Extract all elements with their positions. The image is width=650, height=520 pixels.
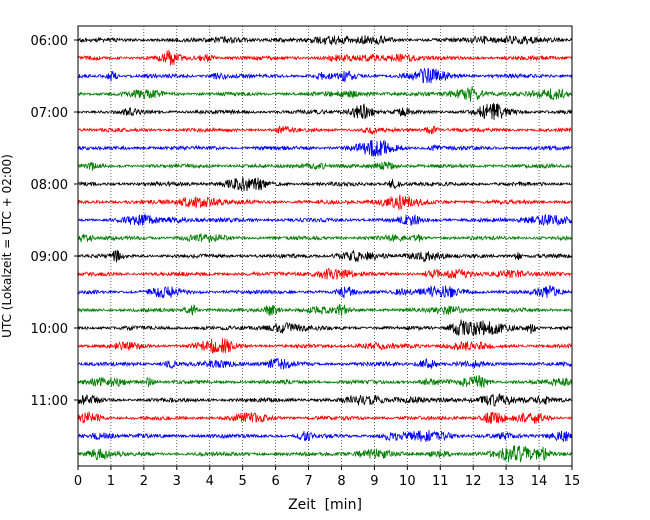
- y-tick-label: 06:00: [31, 34, 68, 49]
- trace-line: [77, 86, 573, 102]
- x-tick-label: 7: [304, 474, 312, 489]
- trace-group: [77, 34, 573, 463]
- y-tick-label: 07:00: [31, 106, 68, 121]
- trace-line: [77, 284, 573, 299]
- trace-line: [77, 445, 573, 463]
- trace-line: [77, 160, 573, 171]
- x-tick-label: 8: [337, 474, 345, 489]
- y-tick-label: 08:00: [31, 178, 68, 193]
- x-tick-label: 5: [239, 474, 247, 489]
- trace-line: [77, 411, 573, 424]
- trace-line: [77, 429, 573, 443]
- trace-line: [77, 374, 573, 389]
- trace-line: [77, 393, 573, 407]
- trace-line: [77, 233, 573, 243]
- trace-line: [77, 139, 573, 157]
- x-tick-label: 4: [206, 474, 214, 489]
- trace-line: [77, 177, 573, 192]
- x-tick-label: 3: [173, 474, 181, 489]
- x-tick-label: 15: [564, 474, 581, 489]
- y-axis-ticks: 06:00 07:00 08:00 09:00 10:00 11:00: [31, 34, 78, 409]
- trace-line: [77, 213, 573, 227]
- trace-line: [77, 303, 573, 317]
- trace-line: [77, 249, 573, 264]
- trace-line: [77, 357, 573, 370]
- trace-line: [77, 125, 573, 136]
- x-tick-label: 2: [140, 474, 148, 489]
- trace-line: [77, 338, 573, 354]
- x-tick-label: 10: [399, 474, 416, 489]
- trace-line: [77, 194, 573, 211]
- x-tick-label: 14: [531, 474, 548, 489]
- trace-line: [77, 67, 573, 84]
- x-tick-label: 9: [370, 474, 378, 489]
- plot-background: [78, 26, 572, 466]
- y-tick-label: 09:00: [31, 250, 68, 265]
- plot-frame: [77, 25, 573, 467]
- trace-line: [77, 34, 573, 46]
- x-axis-ticks: 0 1 2 3 4 5 6 7 8 9 10 11 12 13 14 15: [74, 466, 580, 489]
- minute-grid: [110, 26, 540, 466]
- trace-line: [77, 267, 573, 280]
- x-tick-label: 11: [432, 474, 449, 489]
- y-axis-title: UTC (Lokalzeit = UTC + 02:00): [0, 154, 14, 338]
- trace-line: [78, 319, 573, 337]
- trace-line: [77, 49, 573, 66]
- x-tick-label: 12: [465, 474, 482, 489]
- x-tick-label: 6: [271, 474, 279, 489]
- trace-line: [77, 102, 573, 120]
- y-tick-label: 10:00: [31, 322, 68, 337]
- y-tick-label: 11:00: [31, 394, 68, 409]
- x-tick-label: 0: [74, 474, 82, 489]
- x-axis-title: Zeit [min]: [288, 497, 362, 513]
- x-tick-label: 13: [498, 474, 515, 489]
- x-tick-label: 1: [107, 474, 115, 489]
